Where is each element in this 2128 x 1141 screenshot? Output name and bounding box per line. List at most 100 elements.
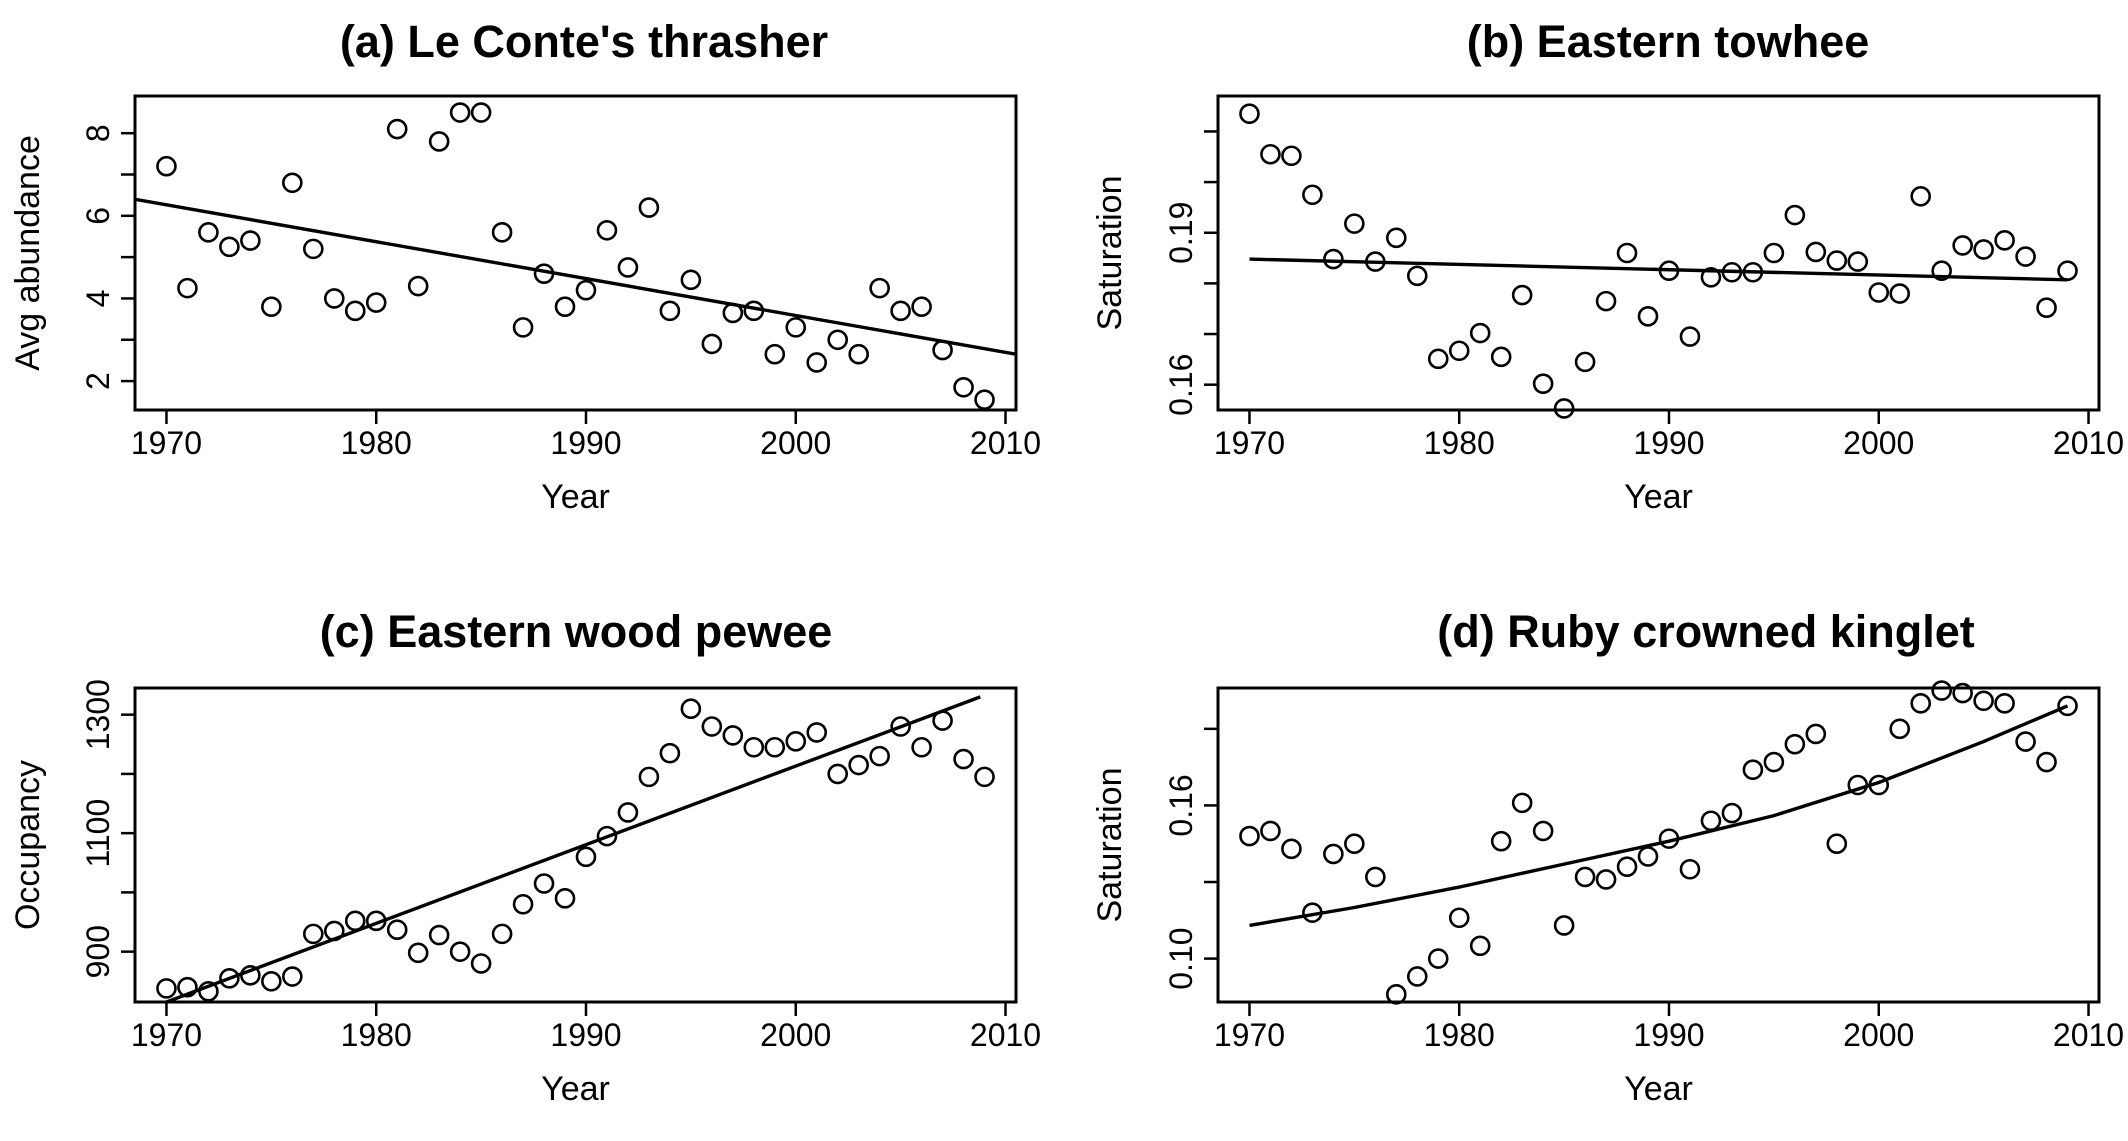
data-point <box>1574 866 1596 888</box>
data-point <box>1469 322 1491 344</box>
x-tick-label: 1990 <box>550 1017 621 1053</box>
y-tick-label: 8 <box>80 124 116 142</box>
chart-title: (c) Eastern wood pewee <box>320 606 833 657</box>
data-point <box>911 296 932 318</box>
data-point <box>1868 774 1890 796</box>
data-point <box>1889 718 1911 740</box>
data-point <box>428 924 450 946</box>
data-point <box>470 102 492 123</box>
data-point <box>1385 984 1407 1005</box>
data-point <box>554 296 576 318</box>
data-point <box>2057 695 2078 717</box>
chart-title: (d) Ruby crowned kinglet <box>1437 606 1975 657</box>
data-point <box>575 846 597 868</box>
data-point <box>1994 693 2015 714</box>
data-point <box>386 919 408 941</box>
data-point <box>1616 856 1638 877</box>
data-point <box>890 716 911 737</box>
data-point <box>1721 261 1743 283</box>
data-point <box>638 766 660 788</box>
y-axis-label: Occupancy <box>9 760 47 930</box>
data-point <box>1658 260 1680 282</box>
data-point <box>785 317 807 338</box>
data-point <box>1616 242 1638 264</box>
data-point <box>1889 283 1911 304</box>
data-point <box>1679 326 1701 347</box>
data-point <box>680 698 702 720</box>
data-point <box>1847 774 1869 796</box>
data-point <box>638 197 660 218</box>
data-point <box>302 923 324 945</box>
data-point <box>1595 869 1617 890</box>
data-point <box>806 352 828 373</box>
x-tick-label: 1980 <box>1424 425 1495 461</box>
x-tick-label: 1980 <box>341 1017 412 1053</box>
data-point <box>344 910 366 932</box>
data-point <box>701 333 723 355</box>
data-point <box>156 978 177 999</box>
data-point <box>1323 248 1344 270</box>
data-point <box>1260 143 1281 165</box>
y-tick-label: 6 <box>80 207 116 225</box>
chart-title: (b) Eastern towhee <box>1467 16 1870 67</box>
data-point <box>407 275 429 297</box>
data-point <box>890 300 911 322</box>
x-tick-label: 2000 <box>1843 1017 1914 1053</box>
y-tick-label: 0.16 <box>1163 354 1199 416</box>
y-tick-label: 0.19 <box>1163 202 1199 264</box>
data-point <box>1553 915 1575 936</box>
data-point <box>827 763 849 785</box>
x-axis-label: Year <box>1624 1070 1693 1108</box>
data-point <box>386 118 408 140</box>
data-point <box>1973 690 1994 712</box>
y-axis-label: Saturation <box>1091 768 1129 923</box>
data-point <box>1910 693 1932 714</box>
data-point <box>596 825 618 847</box>
data-point <box>1281 145 1302 167</box>
data-point <box>974 766 995 788</box>
data-point <box>365 910 387 932</box>
data-point <box>953 376 974 398</box>
data-point <box>240 965 261 986</box>
y-tick-label: 0.16 <box>1163 774 1199 836</box>
plot-frame <box>1216 94 2101 412</box>
data-point <box>1931 680 1952 701</box>
data-point <box>1448 340 1470 362</box>
y-tick-label: 1100 <box>80 799 116 868</box>
trend-line <box>165 695 981 1002</box>
data-point <box>1700 267 1722 288</box>
x-tick-label: 2010 <box>970 425 1041 461</box>
data-point <box>1637 846 1659 867</box>
data-point <box>1847 251 1869 272</box>
data-point <box>1910 185 1932 207</box>
data-point <box>1700 810 1722 832</box>
data-point <box>1365 251 1386 272</box>
data-point <box>1637 306 1659 327</box>
data-point <box>302 238 324 260</box>
data-point <box>1805 241 1827 263</box>
data-point <box>1490 830 1512 852</box>
data-point <box>323 288 345 309</box>
data-point <box>1574 351 1596 373</box>
data-point <box>240 230 261 251</box>
data-point <box>1302 902 1323 923</box>
chart-title: (a) Le Conte's thrasher <box>340 16 828 67</box>
data-point <box>617 802 639 823</box>
data-point <box>764 736 786 758</box>
data-point <box>1511 792 1533 814</box>
data-point <box>1553 398 1575 419</box>
trend-line <box>1249 704 2069 928</box>
data-point <box>1826 250 1848 271</box>
x-tick-label: 1990 <box>1633 425 1704 461</box>
data-point <box>932 339 953 361</box>
x-tick-label: 1970 <box>131 425 202 461</box>
data-point <box>1469 935 1491 957</box>
data-point <box>219 236 240 258</box>
data-point <box>869 277 890 299</box>
y-tick-label: 4 <box>80 290 116 308</box>
y-tick-label: 1300 <box>80 679 116 750</box>
y-axis-label: Saturation <box>1091 176 1129 331</box>
data-point <box>680 269 702 291</box>
data-point <box>869 745 890 767</box>
